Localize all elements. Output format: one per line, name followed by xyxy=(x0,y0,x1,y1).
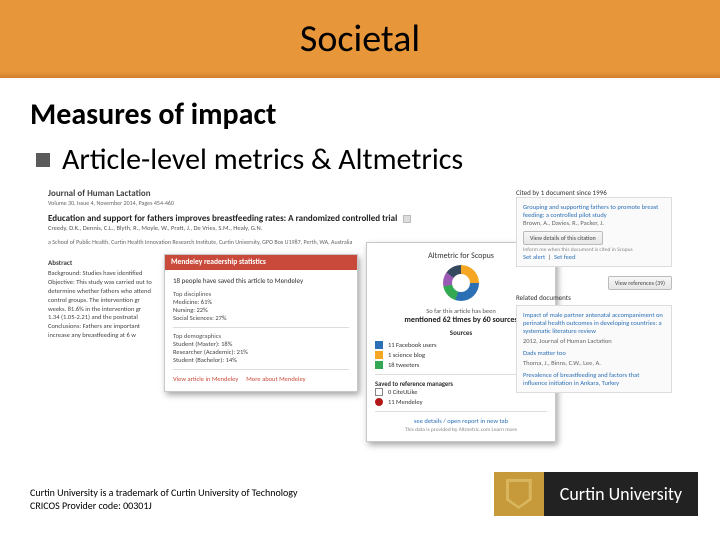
view-references-button[interactable]: View references (39) xyxy=(608,276,672,290)
footer-line1: Curtin University is a trademark of Curt… xyxy=(30,486,298,499)
mendeley-popup-header: Mendeley readership statistics xyxy=(165,255,357,270)
set-feed-link[interactable]: Set feed xyxy=(554,253,576,261)
disciplines-list: Medicine: 61% Nursing: 22% Social Scienc… xyxy=(173,298,349,322)
source-label: 11 Facebook users xyxy=(388,341,437,349)
mendeley-readers: 18 people have saved this article to Men… xyxy=(173,276,349,285)
related-item-meta: 2012, Journal of Human Lactation xyxy=(523,337,665,345)
bullet-square-icon xyxy=(36,153,50,167)
content-area: Measures of impact Article-level metrics… xyxy=(0,78,720,448)
cited-item-authors: Brown, A., Davies, R., Packer, J. xyxy=(523,219,665,227)
manager-label: 0 CiteULike xyxy=(388,388,417,396)
footer-text: Curtin University is a trademark of Curt… xyxy=(30,486,298,512)
see-details-link[interactable]: see details / open report in new tab xyxy=(375,417,547,425)
view-citation-button[interactable]: View details of this citation xyxy=(523,231,603,245)
related-item-title[interactable]: Impact of male partner antenatal accompa… xyxy=(523,311,665,335)
citeulike-icon xyxy=(375,388,383,396)
related-item-title[interactable]: Prevalence of breastfeeding and factors … xyxy=(523,371,665,387)
cited-item-title[interactable]: Grouping and supporting fathers to promo… xyxy=(523,203,665,219)
top-demographics: Top demographics Student (Master): 18% R… xyxy=(173,332,349,364)
footer-line2: CRICOS Provider code: 00301J xyxy=(30,499,298,512)
right-column: Cited by 1 document since 1996 Grouping … xyxy=(516,188,672,398)
swatch-icon xyxy=(375,341,383,349)
inform-text: Inform me when this document is cited in… xyxy=(523,247,665,253)
source-label: 18 tweeters xyxy=(388,361,419,369)
demographics-label: Top demographics xyxy=(173,332,349,340)
related-box: Impact of male partner antenatal accompa… xyxy=(516,305,672,393)
blurb-line1: So far this article has been xyxy=(426,307,495,315)
mention-counts: mentioned 62 times by 60 sources xyxy=(404,315,517,325)
provided-by: This data is provided by Altmetric.com L… xyxy=(375,427,547,433)
demographics-list: Student (Master): 18% Researcher (Academ… xyxy=(173,340,349,364)
subheading: Measures of impact xyxy=(30,96,690,133)
view-in-mendeley-link[interactable]: View article in Mendeley xyxy=(173,375,238,383)
altmetric-donut-icon xyxy=(443,265,479,301)
mendeley-popup: Mendeley readership statistics 18 people… xyxy=(164,254,358,392)
logo-shield-bg xyxy=(494,472,544,516)
disciplines-label: Top disciplines xyxy=(173,290,349,298)
related-item-title[interactable]: Dads matter too xyxy=(523,349,665,357)
top-disciplines: Top disciplines Medicine: 61% Nursing: 2… xyxy=(173,290,349,322)
popup-divider xyxy=(173,327,349,328)
embedded-screenshot: Journal of Human Lactation Volume 30, Is… xyxy=(48,188,672,448)
doc-type-icon xyxy=(403,215,411,223)
popup-divider-2 xyxy=(173,369,349,370)
logo-text: Curtin University xyxy=(544,472,698,516)
mendeley-icon xyxy=(375,398,383,406)
more-mendeley-link[interactable]: More about Mendeley xyxy=(246,375,305,383)
manager-label: 11 Mendeley xyxy=(388,398,423,406)
cited-by-box: Grouping and supporting fathers to promo… xyxy=(516,197,672,267)
related-item-meta: Thoma, J., Binns, C.W., Lee, A. xyxy=(523,359,665,367)
shield-icon xyxy=(506,479,532,509)
source-label: 1 science blog xyxy=(388,351,425,359)
set-alert-link[interactable]: Set alert xyxy=(523,253,545,261)
header-title: Societal xyxy=(300,16,420,62)
header-bar: Societal xyxy=(0,0,720,78)
bullet-text: Article-level metrics & Altmetrics xyxy=(62,141,463,178)
cited-by-head: Cited by 1 document since 1996 xyxy=(516,188,672,197)
manager-row: 11 Mendeley xyxy=(375,398,547,406)
bullet-row: Article-level metrics & Altmetrics xyxy=(36,141,690,178)
swatch-icon xyxy=(375,351,383,359)
related-head: Related documents xyxy=(516,293,672,302)
swatch-icon xyxy=(375,361,383,369)
article-title: Education and support for fathers improv… xyxy=(48,213,397,224)
curtin-logo: Curtin University xyxy=(494,472,698,516)
scopus-divider-2 xyxy=(375,411,547,412)
